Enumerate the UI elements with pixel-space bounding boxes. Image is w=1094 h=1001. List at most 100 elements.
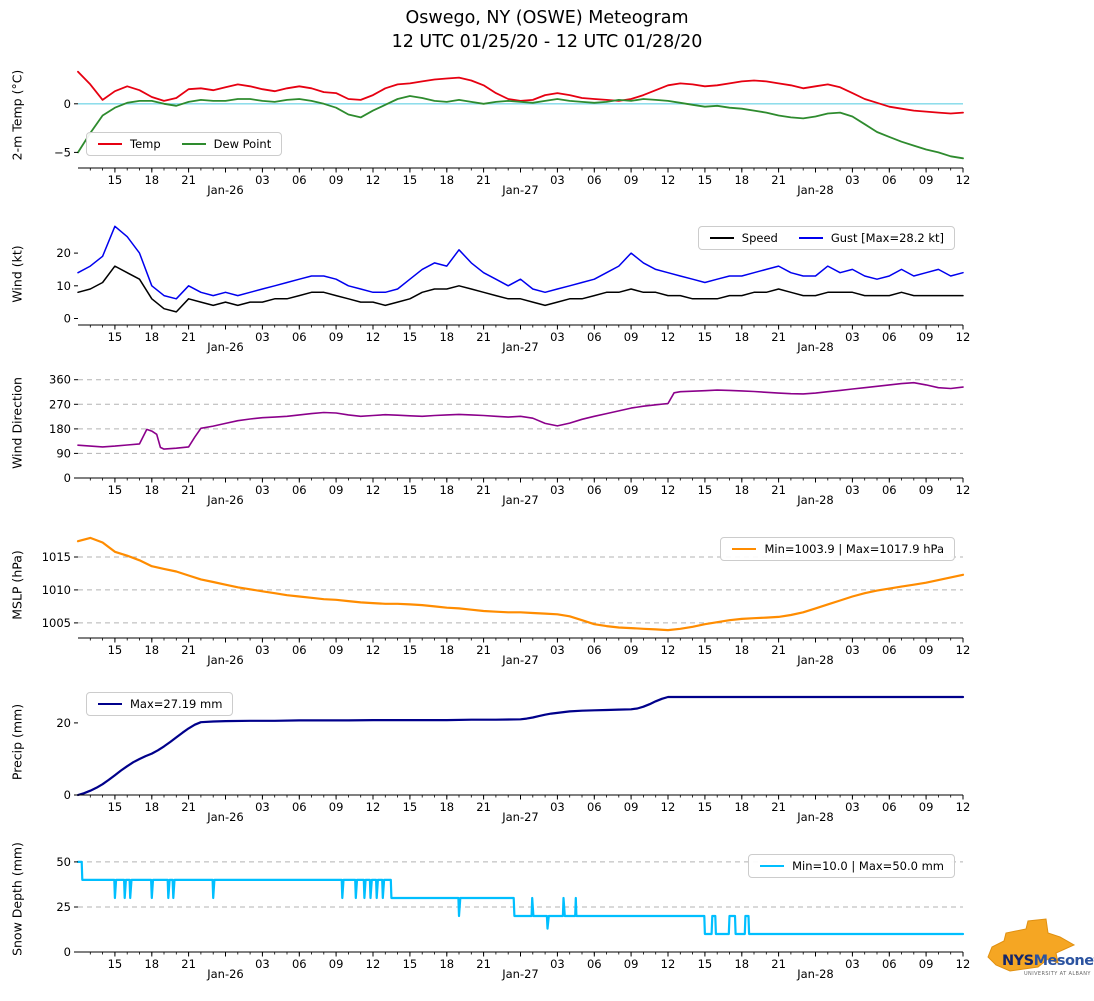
svg-text:06: 06	[292, 800, 307, 814]
svg-text:09: 09	[329, 330, 344, 344]
svg-text:12: 12	[366, 643, 381, 657]
svg-text:0: 0	[64, 788, 71, 802]
ylabel-precip: Precip (mm)	[9, 703, 25, 781]
svg-text:09: 09	[329, 173, 344, 187]
panel-temperature: 15 18 21 Jan-26 03 06 09 12 15 18 21 Jan-27 03 06 09 12…	[54, 70, 971, 197]
svg-text:21: 21	[181, 643, 196, 657]
svg-text:21: 21	[771, 957, 786, 971]
svg-text:06: 06	[587, 330, 602, 344]
svg-text:21: 21	[181, 173, 196, 187]
svg-text:15: 15	[698, 173, 713, 187]
svg-text:15: 15	[403, 330, 418, 344]
svg-text:270: 270	[49, 397, 71, 411]
svg-text:18: 18	[734, 173, 749, 187]
svg-text:18: 18	[734, 483, 749, 497]
svg-text:21: 21	[771, 173, 786, 187]
svg-text:15: 15	[698, 643, 713, 657]
svg-text:21: 21	[181, 330, 196, 344]
svg-text:21: 21	[771, 483, 786, 497]
svg-text:1015: 1015	[42, 550, 71, 564]
panel-mslp: 15 18 21 Jan-26 03 06 09 12 15 18 21 Jan-27 03 06 09 12…	[42, 536, 970, 667]
dew-point-line-swatch	[181, 143, 206, 145]
svg-text:1010: 1010	[42, 583, 71, 597]
svg-text:18: 18	[144, 330, 159, 344]
svg-text:Jan-28: Jan-28	[796, 810, 834, 824]
ylabel-temperature: 2-m Temp (°C)	[9, 69, 25, 161]
svg-text:09: 09	[919, 330, 934, 344]
svg-text:09: 09	[624, 173, 639, 187]
svg-text:18: 18	[144, 957, 159, 971]
legend-item-temp: Temp	[97, 137, 161, 151]
svg-text:18: 18	[439, 483, 454, 497]
svg-text:06: 06	[587, 643, 602, 657]
mslp-legend: Min=1003.9 | Max=1017.9 hPa	[720, 537, 955, 561]
svg-text:18: 18	[734, 330, 749, 344]
svg-text:21: 21	[771, 330, 786, 344]
svg-text:21: 21	[181, 800, 196, 814]
svg-text:Jan-26: Jan-26	[206, 340, 244, 354]
svg-text:12: 12	[956, 330, 971, 344]
svg-text:Jan-27: Jan-27	[501, 493, 539, 507]
svg-text:21: 21	[181, 957, 196, 971]
svg-text:18: 18	[734, 643, 749, 657]
svg-text:12: 12	[956, 173, 971, 187]
svg-text:360: 360	[49, 373, 71, 387]
svg-text:09: 09	[919, 643, 934, 657]
snow-depth-legend: Min=10.0 | Max=50.0 mm	[748, 854, 955, 878]
svg-text:50: 50	[56, 855, 71, 869]
snow-depth-line-swatch	[760, 865, 785, 867]
svg-text:03: 03	[255, 643, 270, 657]
svg-text:09: 09	[329, 800, 344, 814]
svg-text:15: 15	[403, 483, 418, 497]
svg-text:06: 06	[292, 330, 307, 344]
svg-text:12: 12	[366, 957, 381, 971]
svg-text:18: 18	[144, 643, 159, 657]
panel-snow-depth: 15 18 21 Jan-26 03 06 09 12 15 18 21 Jan-27 03 06 09 12…	[56, 855, 970, 981]
precip-legend: Max=27.19 mm	[86, 692, 234, 716]
svg-text:0: 0	[64, 945, 71, 959]
svg-text:12: 12	[956, 957, 971, 971]
svg-text:1005: 1005	[42, 616, 71, 630]
svg-text:−5: −5	[54, 145, 71, 159]
svg-text:18: 18	[734, 800, 749, 814]
svg-text:03: 03	[845, 957, 860, 971]
svg-text:Jan-27: Jan-27	[501, 183, 539, 197]
svg-text:0: 0	[64, 97, 71, 111]
svg-text:03: 03	[550, 173, 565, 187]
legend-item-dew-point: Dew Point	[181, 137, 272, 151]
svg-text:15: 15	[403, 643, 418, 657]
svg-text:18: 18	[439, 800, 454, 814]
svg-text:21: 21	[476, 800, 491, 814]
svg-text:06: 06	[292, 957, 307, 971]
svg-text:12: 12	[661, 173, 676, 187]
svg-text:18: 18	[439, 643, 454, 657]
svg-text:06: 06	[882, 330, 897, 344]
svg-text:15: 15	[698, 330, 713, 344]
svg-text:03: 03	[550, 643, 565, 657]
svg-text:Jan-27: Jan-27	[501, 810, 539, 824]
chart-title: Oswego, NY (OSWE) Meteogram	[405, 8, 689, 28]
svg-text:21: 21	[771, 800, 786, 814]
legend-item-speed: Speed	[709, 231, 778, 245]
svg-text:21: 21	[181, 483, 196, 497]
chart-subtitle: 12 UTC 01/25/20 - 12 UTC 01/28/20	[391, 32, 703, 52]
svg-text:06: 06	[292, 173, 307, 187]
svg-text:Jan-28: Jan-28	[796, 967, 834, 981]
ylabel-wind-direction: Wind Direction	[9, 377, 25, 469]
legend-item-precip: Max=27.19 mm	[97, 697, 222, 711]
logo-wordmark: NYSMesonet	[1002, 953, 1094, 969]
legend-item-snow-depth: Min=10.0 | Max=50.0 mm	[759, 859, 944, 873]
svg-text:06: 06	[587, 173, 602, 187]
svg-text:03: 03	[550, 800, 565, 814]
legend-label-dew-point: Dew Point	[213, 137, 272, 151]
speed-line-swatch	[709, 237, 734, 239]
svg-text:09: 09	[919, 483, 934, 497]
svg-text:03: 03	[255, 800, 270, 814]
svg-text:Jan-26: Jan-26	[206, 810, 244, 824]
svg-text:Jan-26: Jan-26	[206, 967, 244, 981]
svg-text:12: 12	[956, 483, 971, 497]
logo-mesonet-text: Mesonet	[1033, 953, 1094, 969]
svg-text:06: 06	[587, 800, 602, 814]
svg-text:12: 12	[661, 800, 676, 814]
